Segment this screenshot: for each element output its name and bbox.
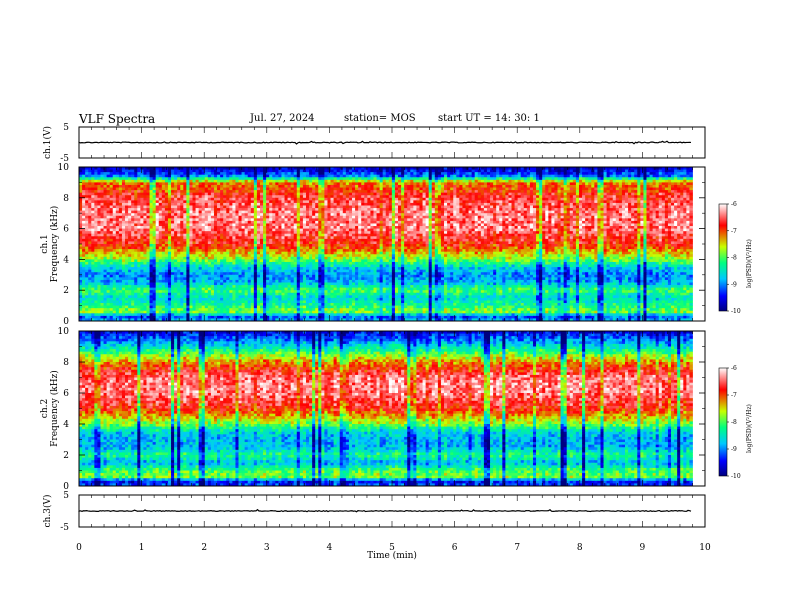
colorbar-1 bbox=[719, 204, 727, 311]
x-tick-label: 4 bbox=[327, 543, 333, 553]
y-axis-label: Frequency (kHz) bbox=[49, 206, 60, 283]
colorbar-tick-label: -9 bbox=[731, 281, 737, 288]
y-tick-label: 4 bbox=[63, 420, 69, 430]
x-tick-label: 7 bbox=[514, 543, 520, 553]
colorbar-tick-label: -7 bbox=[731, 228, 737, 235]
spectrogram-ch2 bbox=[79, 331, 693, 486]
colorbar-tick-label: -7 bbox=[731, 392, 737, 399]
x-tick-label: 8 bbox=[577, 543, 583, 553]
y-axis-label: ch.3(V) bbox=[42, 495, 53, 528]
y-tick-label: 6 bbox=[63, 389, 69, 399]
colorbar-2-label: log(PSD)(V²/Hz) bbox=[746, 404, 753, 453]
y-tick-label: -5 bbox=[60, 523, 69, 533]
y-tick-label: 4 bbox=[63, 255, 69, 265]
colorbar-1-label: log(PSD)(V²/Hz) bbox=[746, 239, 753, 288]
y-tick-label: 0 bbox=[63, 317, 69, 327]
y-tick-label: 5 bbox=[63, 123, 69, 133]
y-axis-label: ch.1 bbox=[40, 234, 50, 253]
y-tick-label: 8 bbox=[63, 358, 69, 368]
waveform-ch1 bbox=[79, 141, 691, 144]
colorbar-tick-label: -6 bbox=[731, 201, 737, 208]
y-tick-label: 2 bbox=[63, 286, 69, 296]
x-axis-label: Time (min) bbox=[367, 550, 417, 561]
spectrogram-ch1 bbox=[79, 167, 693, 321]
colorbar-tick-label: -6 bbox=[731, 365, 737, 372]
y-tick-label: 10 bbox=[58, 163, 70, 173]
x-tick-label: 9 bbox=[640, 543, 646, 553]
y-tick-label: 6 bbox=[63, 225, 69, 235]
x-tick-label: 2 bbox=[201, 543, 207, 553]
y-tick-label: 8 bbox=[63, 194, 69, 204]
x-tick-label: 0 bbox=[76, 543, 82, 553]
waveform-ch3 bbox=[79, 510, 691, 512]
colorbar-tick-label: -10 bbox=[731, 473, 741, 480]
x-tick-label: 1 bbox=[139, 543, 145, 553]
y-axis-label: ch.2 bbox=[40, 399, 50, 418]
colorbar-2 bbox=[719, 368, 727, 476]
x-tick-label: 3 bbox=[264, 543, 270, 553]
y-tick-label: 2 bbox=[63, 451, 69, 461]
colorbar-tick-label: -8 bbox=[731, 419, 737, 426]
colorbar-tick-label: -10 bbox=[731, 308, 741, 315]
x-tick-label: 6 bbox=[452, 543, 458, 553]
x-tick-label: 10 bbox=[699, 543, 711, 553]
colorbar-tick-label: -8 bbox=[731, 255, 737, 262]
y-axis-label: ch.1(V) bbox=[42, 126, 53, 159]
colorbar-tick-label: -9 bbox=[731, 446, 737, 453]
y-axis-label: Frequency (kHz) bbox=[49, 370, 60, 447]
y-tick-label: 5 bbox=[63, 491, 69, 501]
y-tick-label: 10 bbox=[58, 327, 70, 337]
